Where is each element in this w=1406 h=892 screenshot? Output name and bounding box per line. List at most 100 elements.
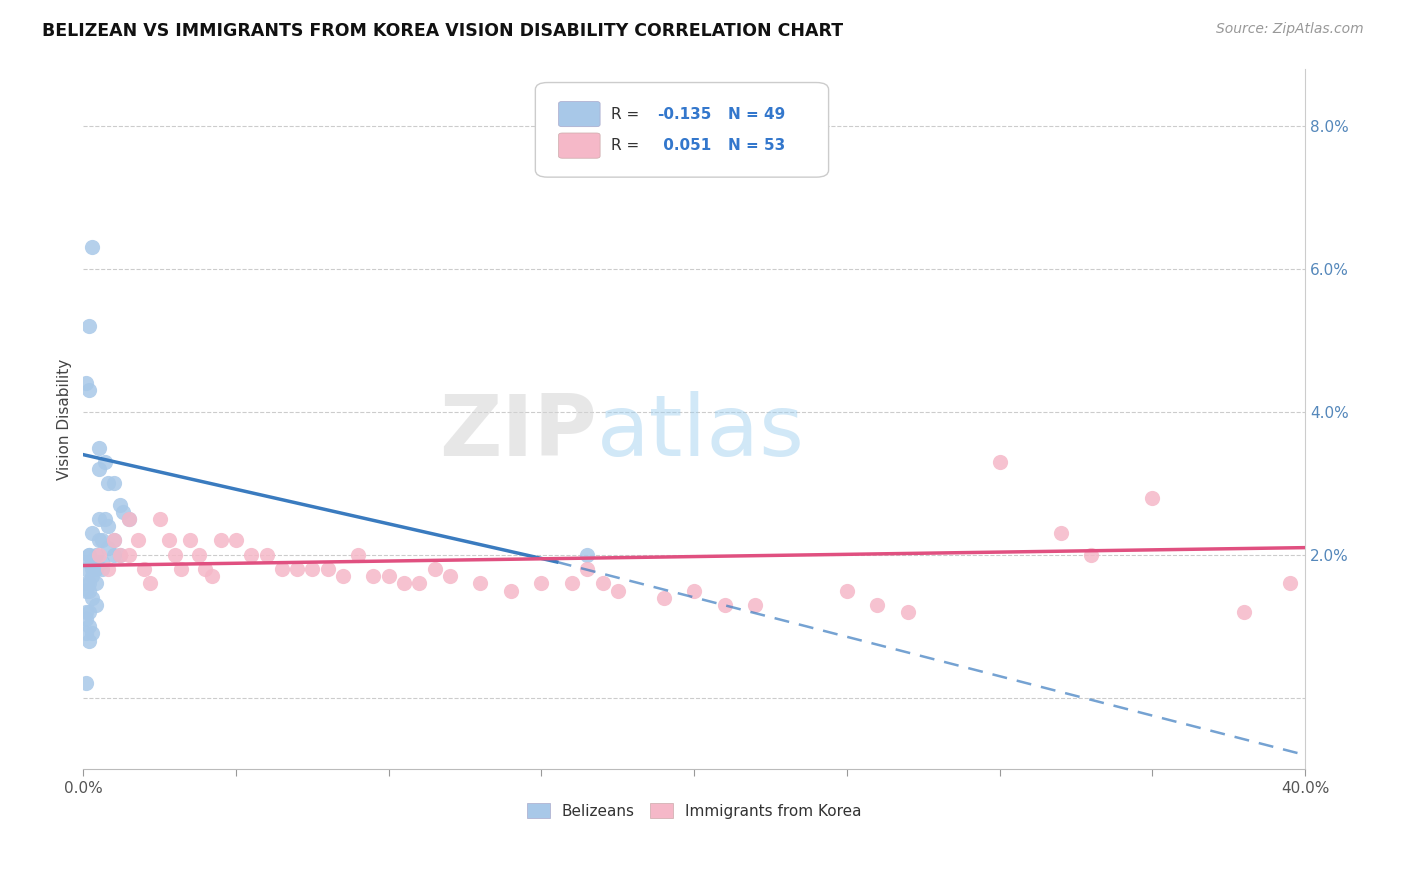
Point bbox=[75, 562, 97, 576]
Point bbox=[194, 562, 217, 576]
Text: -0.135: -0.135 bbox=[658, 106, 711, 121]
Point bbox=[75, 583, 97, 598]
Point bbox=[103, 533, 125, 548]
Point bbox=[79, 583, 101, 598]
Point bbox=[75, 376, 97, 391]
Y-axis label: Vision Disability: Vision Disability bbox=[58, 359, 72, 480]
Point bbox=[1142, 491, 1164, 505]
Text: ZIP: ZIP bbox=[439, 392, 596, 475]
Point bbox=[97, 476, 120, 491]
Point bbox=[79, 318, 101, 333]
Point bbox=[87, 512, 110, 526]
Point bbox=[103, 476, 125, 491]
Text: 0.051: 0.051 bbox=[658, 138, 711, 153]
Text: R =: R = bbox=[612, 138, 644, 153]
Point bbox=[179, 533, 201, 548]
Point bbox=[118, 512, 141, 526]
Point bbox=[301, 562, 323, 576]
Point bbox=[127, 533, 149, 548]
Text: R =: R = bbox=[612, 106, 644, 121]
Point bbox=[75, 605, 97, 619]
Point bbox=[111, 505, 134, 519]
Point bbox=[866, 598, 889, 612]
Point bbox=[75, 576, 97, 591]
Point bbox=[75, 676, 97, 690]
Point bbox=[423, 562, 446, 576]
Point bbox=[392, 576, 415, 591]
Point bbox=[408, 576, 430, 591]
Point bbox=[1080, 548, 1102, 562]
Point bbox=[97, 519, 120, 533]
Text: atlas: atlas bbox=[596, 392, 804, 475]
Point bbox=[79, 619, 101, 633]
Point bbox=[82, 591, 104, 605]
Point bbox=[82, 569, 104, 583]
Point bbox=[118, 512, 141, 526]
Point bbox=[84, 548, 107, 562]
Point bbox=[561, 576, 583, 591]
Point bbox=[744, 598, 766, 612]
Point bbox=[332, 569, 354, 583]
Point bbox=[163, 548, 186, 562]
Point bbox=[79, 548, 101, 562]
Point bbox=[79, 605, 101, 619]
Point bbox=[240, 548, 263, 562]
Point bbox=[87, 533, 110, 548]
Point bbox=[82, 626, 104, 640]
Point bbox=[87, 441, 110, 455]
Point bbox=[84, 562, 107, 576]
Point bbox=[576, 562, 599, 576]
Point bbox=[652, 591, 675, 605]
Point bbox=[79, 384, 101, 398]
Point bbox=[713, 598, 735, 612]
Point bbox=[209, 533, 232, 548]
Text: N = 49: N = 49 bbox=[728, 106, 786, 121]
Point bbox=[84, 576, 107, 591]
Point bbox=[225, 533, 247, 548]
Point bbox=[118, 548, 141, 562]
Point bbox=[316, 562, 339, 576]
FancyBboxPatch shape bbox=[558, 102, 600, 127]
Point bbox=[84, 598, 107, 612]
FancyBboxPatch shape bbox=[558, 133, 600, 158]
Point bbox=[149, 512, 172, 526]
Point bbox=[134, 562, 156, 576]
Point bbox=[1049, 526, 1071, 541]
Point bbox=[79, 548, 101, 562]
Point bbox=[97, 541, 120, 555]
Text: Source: ZipAtlas.com: Source: ZipAtlas.com bbox=[1216, 22, 1364, 37]
Point bbox=[439, 569, 461, 583]
Point bbox=[108, 498, 131, 512]
Point bbox=[188, 548, 211, 562]
Point bbox=[87, 548, 110, 562]
Point bbox=[988, 455, 1011, 469]
Text: N = 53: N = 53 bbox=[728, 138, 786, 153]
Point bbox=[470, 576, 492, 591]
Point bbox=[82, 562, 104, 576]
FancyBboxPatch shape bbox=[536, 83, 828, 178]
Point bbox=[499, 583, 522, 598]
Point bbox=[90, 555, 112, 569]
Point bbox=[606, 583, 628, 598]
Point bbox=[683, 583, 706, 598]
Point bbox=[103, 548, 125, 562]
Text: BELIZEAN VS IMMIGRANTS FROM KOREA VISION DISABILITY CORRELATION CHART: BELIZEAN VS IMMIGRANTS FROM KOREA VISION… bbox=[42, 22, 844, 40]
Point bbox=[256, 548, 278, 562]
Point bbox=[82, 240, 104, 254]
Point bbox=[82, 555, 104, 569]
Point bbox=[97, 562, 120, 576]
Point bbox=[90, 533, 112, 548]
Point bbox=[75, 626, 97, 640]
Point bbox=[103, 533, 125, 548]
Point bbox=[576, 548, 599, 562]
Point bbox=[79, 555, 101, 569]
Point bbox=[377, 569, 399, 583]
Point bbox=[90, 562, 112, 576]
Point bbox=[108, 548, 131, 562]
Legend: Belizeans, Immigrants from Korea: Belizeans, Immigrants from Korea bbox=[520, 797, 868, 825]
Point bbox=[285, 562, 308, 576]
Point bbox=[139, 576, 162, 591]
Point bbox=[170, 562, 193, 576]
Point bbox=[530, 576, 553, 591]
Point bbox=[200, 569, 222, 583]
